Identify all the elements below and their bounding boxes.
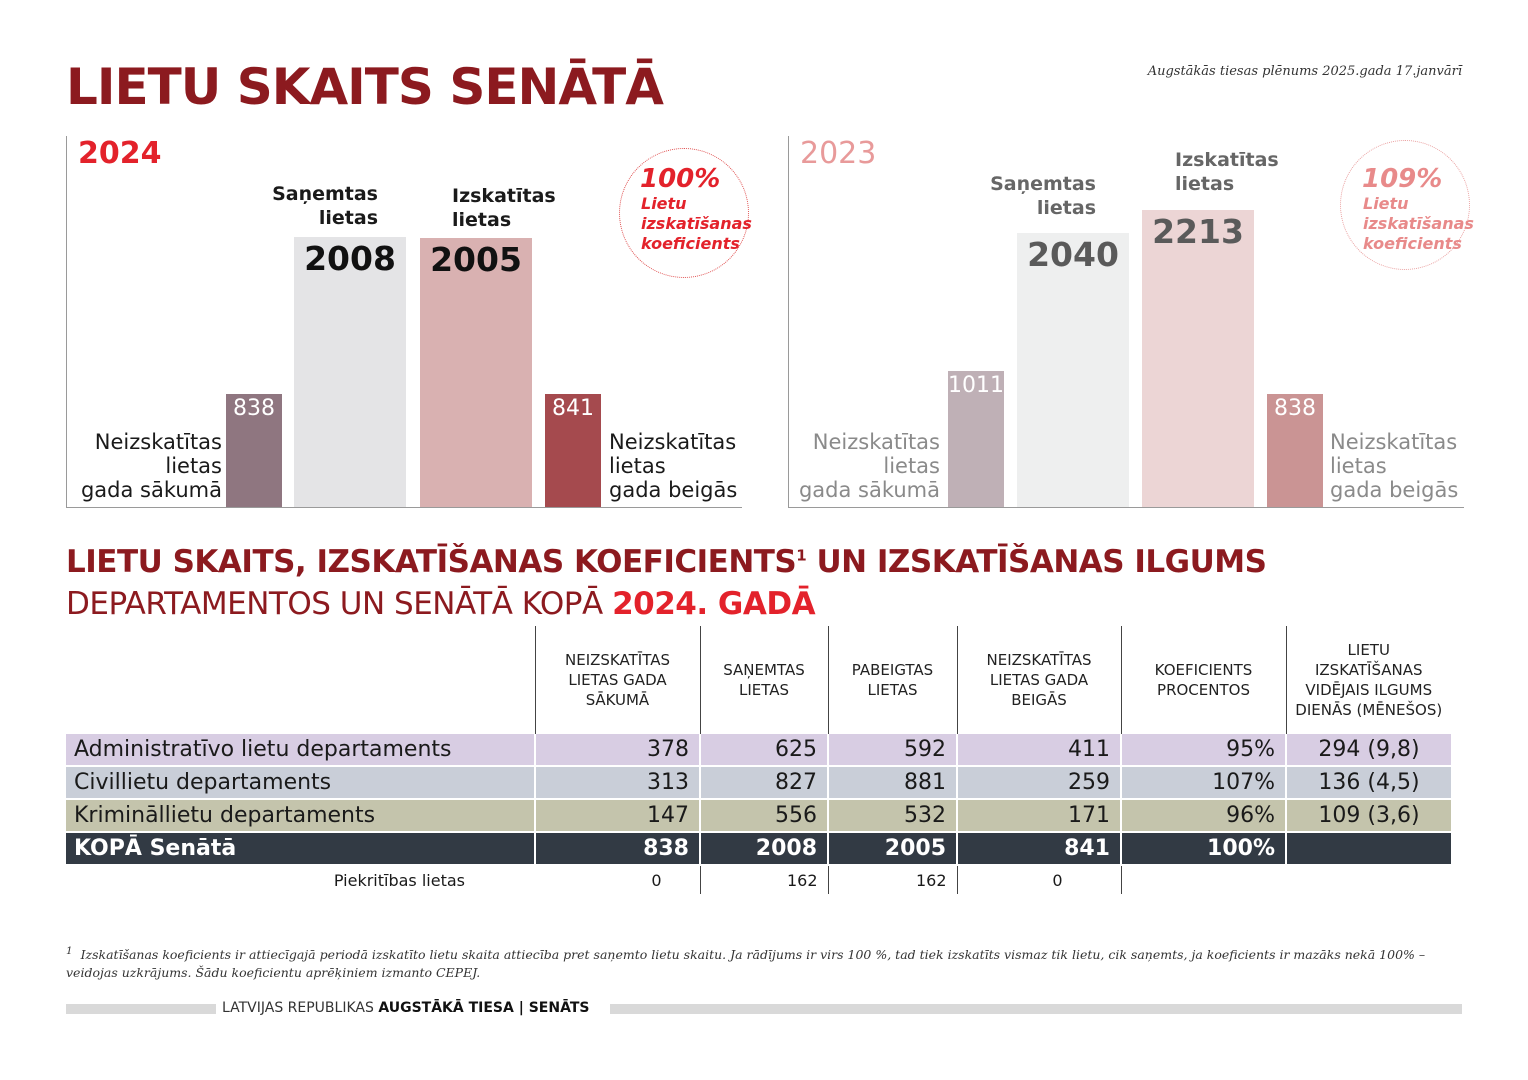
table-header-empty [66,626,535,734]
table-row: Civillietu departaments 313 827 881 259 107% 1… [66,766,1451,800]
table-cell: 136 (4,5) [1285,766,1451,800]
table-cell: 2008 [699,832,828,866]
table-cell: 259 [956,766,1121,800]
coefficient-label: Lietu izskatīšanas koeficients [1363,194,1474,253]
bar [226,394,282,507]
table-cell: 162 [827,865,957,894]
bar-value-label: 841 [552,396,594,421]
bar-value-label: 2005 [430,240,522,279]
table-header: NEIZSKATĪTAS LIETAS GADA BEIGĀS [956,626,1121,734]
bar-value-label: 838 [233,396,275,421]
coefficient-value: 109% [1362,164,1443,194]
reviewed-head: Izskatītas lietas [1175,149,1279,195]
y-axis-line [66,136,67,508]
table-cell: 107% [1120,766,1286,800]
table-header: SAŅEMTAS LIETAS [699,626,828,734]
received-head: Saņemtas lietas [990,173,1096,219]
reviewed-head: Izskatītas lietas [452,185,556,231]
table-cell: 95% [1120,734,1286,767]
department-table: NEIZSKATĪTAS LIETAS GADA SĀKUMĀ SAŅEMTAS… [66,626,1451,894]
bar-value-label: 2213 [1152,212,1244,251]
bar [948,371,1004,507]
bar-value-label: 2040 [1027,235,1119,274]
footnote: 1 Izskatīšanas koeficients ir attiecīgaj… [66,945,1426,981]
table-cell: 0 [956,865,1121,894]
footer-bar-left [66,1004,216,1014]
table-cell: 313 [534,766,700,800]
table-cell: 109 (3,6) [1285,799,1451,833]
table-cell: 838 [534,832,700,866]
row-label: Piekritības lietas [66,865,535,894]
coefficient-value: 100% [640,164,721,194]
table-cell: 147 [534,799,700,833]
page-title: LIETU SKAITS SENĀTĀ [66,58,664,116]
section-title: LIETU SKAITS, IZSKATĪŠANAS KOEFICIENTS1 … [66,544,1267,580]
table-cell: 592 [827,734,957,767]
table-cell [1120,865,1286,894]
table-header: PABEIGTAS LIETAS [827,626,957,734]
table-cell: 841 [956,832,1121,866]
table-cell: 171 [956,799,1121,833]
right-bar-label: Neizskatītas lietas gada beigās [1330,430,1459,502]
row-label: KOPĀ Senātā [66,832,535,866]
row-label: Civillietu departaments [66,766,535,800]
table-header: LIETU IZSKATĪŠANAS VIDĒJAIS ILGUMS DIENĀ… [1285,626,1451,734]
table-header: KOEFICIENTS PROCENTOS [1120,626,1286,734]
chart-2024: 2024 Neizskatītas lietas gada sākumā Nei… [66,136,752,508]
footer-text: LATVIJAS REPUBLIKAS AUGSTĀKĀ TIESA | SEN… [222,1000,590,1016]
coefficient-circle [1340,140,1470,270]
coefficient-circle [619,148,749,278]
row-label: Administratīvo lietu departaments [66,734,535,767]
left-bar-label: Neizskatītas lietas gada sākumā [80,430,222,502]
y-axis-line [788,136,789,508]
table-cell: 881 [827,766,957,800]
table-cell: 625 [699,734,828,767]
table-cell [1286,865,1451,894]
section-subtitle: DEPARTAMENTOS UN SENĀTĀ KOPĀ 2024. GADĀ [66,586,816,622]
bar [1267,394,1323,507]
table-cell [1285,832,1451,866]
chart-year-label: 2023 [800,136,877,171]
chart-year-label: 2024 [78,136,162,171]
table-cell: 556 [699,799,828,833]
table-row: KOPĀ Senātā 838 2008 2005 841 100% [66,832,1451,866]
coefficient-label: Lietu izskatīšanas koeficients [641,194,752,253]
bar [420,238,532,507]
bar-value-label: 2008 [304,239,396,278]
right-bar-label: Neizskatītas lietas gada beigās [609,430,738,502]
table-header: NEIZSKATĪTAS LIETAS GADA SĀKUMĀ [534,626,700,734]
x-axis-line [66,507,742,508]
bar [545,394,601,507]
table-cell: 532 [827,799,957,833]
left-bar-label: Neizskatītas lietas gada sākumā [798,430,940,502]
table-row: Administratīvo lietu departaments 378 625 5… [66,734,1451,767]
table-cell: 100% [1120,832,1286,866]
row-label: Krimināllietu departaments [66,799,535,833]
footer-bar-right [610,1004,1462,1014]
table-cell: 96% [1120,799,1286,833]
bar-value-label: 1011 [948,373,1004,398]
bar-value-label: 838 [1274,396,1316,421]
table-cell: 2005 [827,832,957,866]
date-note: Augstākās tiesas plēnums 2025.gada 17.ja… [1147,64,1462,79]
table-row: Piekritības lietas 0 162 162 0 [66,865,1451,894]
table-cell: 411 [956,734,1121,767]
table-cell: 162 [699,865,828,894]
table-cell: 0 [535,865,700,894]
table-cell: 378 [534,734,700,767]
x-axis-line [788,507,1464,508]
received-head: Saņemtas lietas [272,183,378,229]
bar [1017,233,1129,507]
table-cell: 827 [699,766,828,800]
table-cell: 294 (9,8) [1285,734,1451,767]
bar [294,237,406,507]
bar [1142,210,1254,507]
chart-2023: 2023 Neizskatītas lietas gada sākumā Nei… [788,136,1474,508]
table-row: Krimināllietu departaments 147 556 532 171 96… [66,799,1451,833]
